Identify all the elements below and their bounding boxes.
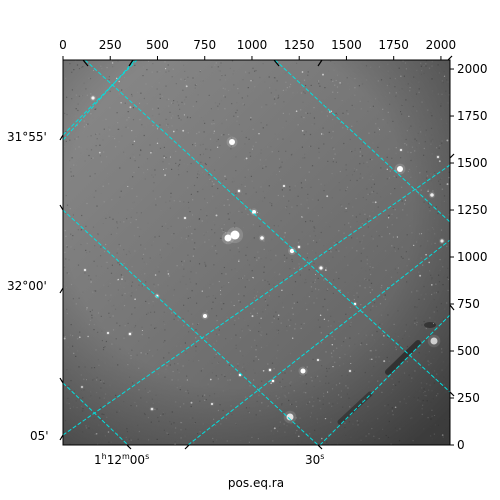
x-tick-label: 250 bbox=[99, 38, 122, 52]
wcs-tick bbox=[447, 55, 453, 61]
wcs-tick bbox=[449, 304, 455, 311]
y-tick-label: 750 bbox=[457, 297, 480, 311]
y-tick-label: 1000 bbox=[457, 250, 488, 264]
wcs-tick bbox=[449, 153, 455, 159]
wcs-tick bbox=[184, 444, 190, 450]
x-tick-label: 1250 bbox=[284, 38, 315, 52]
y-tick-label: 1750 bbox=[457, 109, 488, 123]
wcs-tick bbox=[126, 444, 132, 450]
wcs-tick bbox=[273, 59, 280, 67]
y-tick-label: 250 bbox=[457, 391, 480, 405]
ra-tick-label: 1h12m00s bbox=[94, 452, 149, 467]
grid-line bbox=[319, 314, 450, 445]
wcs-tick bbox=[317, 59, 323, 67]
coordinate-grid bbox=[63, 60, 450, 445]
grid-line bbox=[63, 382, 129, 445]
x-axis-title: pos.eq.ra bbox=[228, 476, 284, 490]
y-tick-label: 0 bbox=[457, 438, 465, 452]
plot-frame bbox=[62, 59, 451, 446]
x-tick-label: 2000 bbox=[426, 38, 457, 52]
wcs-tick-marks bbox=[59, 55, 455, 450]
x-tick-label: 0 bbox=[59, 38, 67, 52]
wcs-tick bbox=[82, 59, 89, 67]
y-tick-label: 2000 bbox=[457, 62, 488, 76]
grid-line bbox=[274, 60, 450, 223]
grid-line bbox=[63, 60, 138, 136]
y-tick-label: 1250 bbox=[457, 203, 488, 217]
dec-tick-label: 32°00' bbox=[7, 279, 47, 293]
x-tick-label: 1500 bbox=[331, 38, 362, 52]
wcs-tick bbox=[59, 434, 64, 441]
grid-line bbox=[84, 60, 450, 393]
x-tick-label: 500 bbox=[146, 38, 169, 52]
wcs-tick bbox=[317, 444, 323, 450]
x-top-axis: 0 250 500 750 1000 1250 1500 1750 2000 bbox=[59, 38, 456, 60]
sky-image bbox=[63, 60, 450, 445]
grid-line bbox=[187, 239, 450, 445]
x-tick-label: 1750 bbox=[378, 38, 409, 52]
wcs-tick bbox=[59, 377, 64, 384]
dec-tick-label: 05' bbox=[30, 429, 49, 443]
wcs-tick bbox=[59, 134, 64, 141]
x-tick-label: 750 bbox=[193, 38, 216, 52]
x-tick-label: 1000 bbox=[237, 38, 268, 52]
dec-tick-label: 31°55' bbox=[7, 130, 47, 144]
wcs-tick bbox=[59, 204, 64, 211]
wcs-tick bbox=[128, 59, 134, 67]
wcs-tick bbox=[449, 391, 455, 397]
grid-line bbox=[63, 164, 450, 436]
wcs-tick bbox=[59, 287, 64, 294]
grid-line bbox=[63, 209, 319, 445]
y-tick-label: 500 bbox=[457, 344, 480, 358]
y-tick-label: 1500 bbox=[457, 156, 488, 170]
y-right-axis: 0 250 500 750 1000 1250 1500 1750 2000 bbox=[450, 62, 488, 452]
ra-tick-label: 30s bbox=[305, 452, 324, 467]
